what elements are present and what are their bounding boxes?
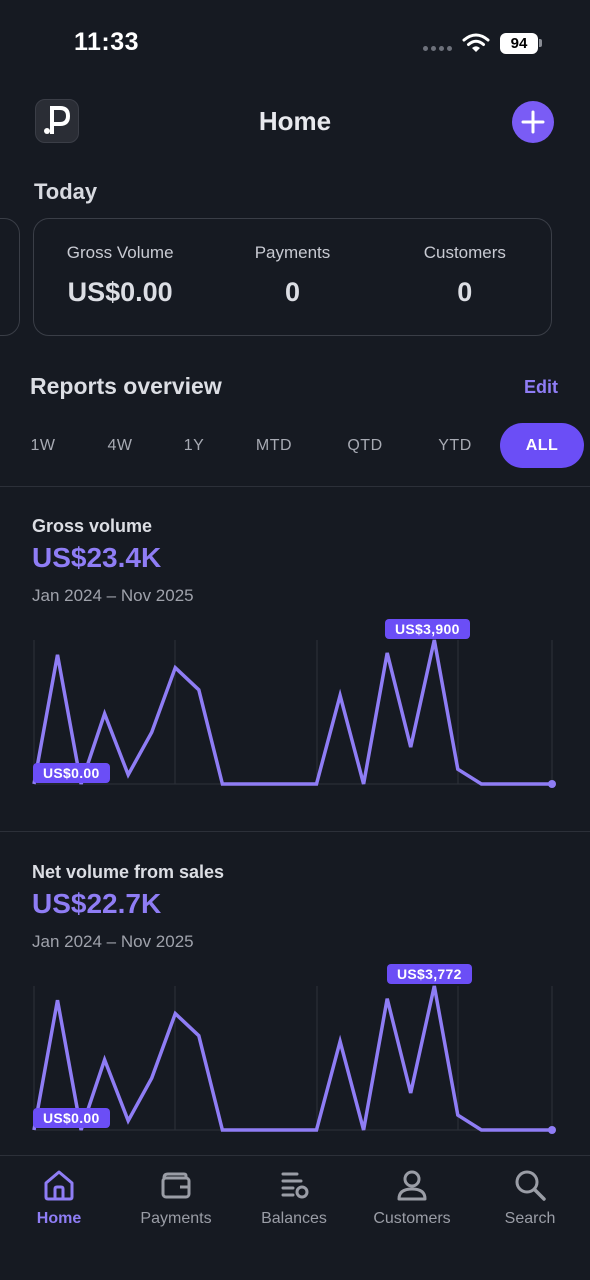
edit-button[interactable]: Edit (524, 377, 558, 397)
section-divider (0, 831, 590, 832)
max-value-label: US$3,900 (385, 619, 470, 639)
range-tab-ytd[interactable]: YTD (438, 437, 472, 454)
range-tab-qtd[interactable]: QTD (347, 437, 383, 454)
plus-icon (521, 110, 545, 134)
stat-label: Customers (423, 243, 506, 262)
range-tab-1y[interactable]: 1Y (183, 437, 205, 454)
chart-series-line (32, 985, 552, 1132)
home-icon (44, 1170, 74, 1201)
range-tab-4w[interactable]: 4W (107, 437, 133, 454)
chart-point (548, 780, 556, 788)
logo-p-icon (44, 106, 71, 134)
report-amount: US$22.7K (32, 888, 162, 919)
today-stats-card[interactable]: Gross Volume US$0.00 Payments 0 Customer… (33, 218, 552, 336)
tab-label: Search (504, 1210, 556, 1227)
gross-volume-report[interactable]: Gross volume US$23.4K Jan 2024 – Nov 202… (0, 516, 590, 806)
person-icon (397, 1170, 427, 1201)
customers-stat: Customers 0 (379, 219, 551, 335)
report-period: Jan 2024 – Nov 2025 (32, 932, 194, 951)
net-volume-report[interactable]: Net volume from sales US$22.7K Jan 2024 … (0, 862, 590, 1152)
report-name: Net volume from sales (32, 862, 225, 882)
previous-card[interactable] (0, 218, 20, 336)
bottom-tab-bar: Home Payments Balances Customers Search (0, 1155, 590, 1280)
battery-icon: 94 (500, 33, 538, 54)
tab-home[interactable]: Home (4, 1168, 114, 1228)
tab-label: Home (36, 1210, 82, 1227)
status-bar: 11:33 94 (0, 0, 590, 88)
cellular-signal-icon (423, 46, 452, 51)
stat-label: Payments (254, 243, 331, 262)
tab-label: Balances (261, 1210, 327, 1227)
stat-value: US$0.00 (67, 277, 173, 307)
stat-label: Gross Volume (66, 243, 174, 262)
tab-label: Customers (373, 1210, 451, 1227)
wallet-icon (161, 1172, 191, 1199)
min-value-label: US$0.00 (33, 1108, 110, 1128)
search-icon (515, 1170, 546, 1201)
balances-icon (281, 1172, 309, 1199)
tab-label: Payments (140, 1210, 212, 1227)
chart-series-line (32, 639, 552, 786)
gross-volume-chart (32, 639, 556, 788)
add-button[interactable] (512, 101, 554, 143)
app-header: Home (0, 96, 590, 148)
range-tab-1w[interactable]: 1W (30, 437, 56, 454)
report-period: Jan 2024 – Nov 2025 (32, 586, 194, 605)
reports-overview-title: Reports overview (30, 373, 222, 399)
max-value-label: US$3,772 (387, 964, 472, 984)
range-tab-mtd[interactable]: MTD (255, 437, 293, 454)
range-tab-all[interactable]: ALL (500, 423, 584, 468)
payments-stat: Payments 0 (206, 219, 378, 335)
range-tabs: 1W 4W 1Y MTD QTD YTD ALL (0, 423, 590, 468)
gross-volume-stat: Gross Volume US$0.00 (34, 219, 206, 335)
tab-search[interactable]: Search (475, 1168, 585, 1228)
section-divider (0, 486, 590, 487)
tab-customers[interactable]: Customers (357, 1168, 467, 1228)
page-title: Home (258, 106, 332, 136)
chart-point (548, 1126, 556, 1134)
stat-value: 0 (284, 277, 300, 307)
status-time: 11:33 (74, 28, 140, 56)
today-title: Today (34, 179, 98, 204)
net-volume-chart (32, 985, 556, 1134)
stat-value: 0 (457, 277, 473, 307)
report-amount: US$23.4K (32, 542, 162, 573)
account-logo[interactable] (35, 99, 79, 143)
wifi-icon (462, 33, 490, 52)
min-value-label: US$0.00 (33, 763, 110, 783)
tab-balances[interactable]: Balances (239, 1168, 349, 1228)
tab-payments[interactable]: Payments (121, 1168, 231, 1228)
report-name: Gross volume (32, 516, 153, 536)
battery-tip (539, 39, 542, 47)
